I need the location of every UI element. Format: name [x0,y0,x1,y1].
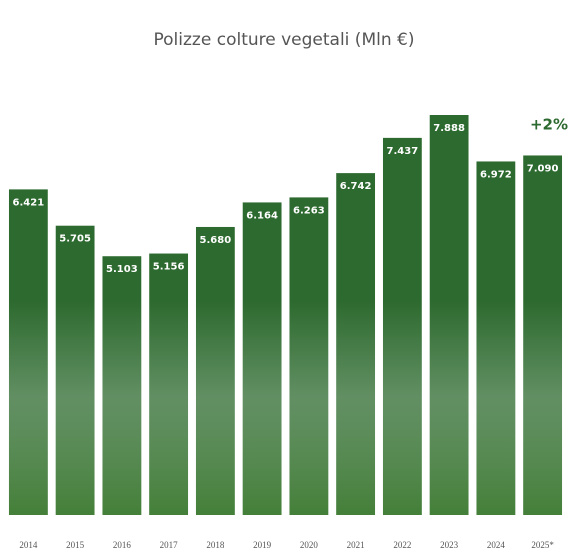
chart-title: Polizze colture vegetali (Mln €) [154,30,415,50]
bar [55,225,95,515]
bar [336,173,376,515]
x-tick-label: 2025* [531,540,554,550]
bar [149,253,189,515]
bar [195,226,235,516]
bar [382,137,422,515]
value-label: 5.156 [153,262,185,273]
value-label: 5.680 [200,235,232,246]
x-tick-label: 2014 [19,540,38,550]
x-tick-label: 2016 [113,540,132,550]
bar [476,161,516,515]
value-label: 6.164 [246,210,278,221]
value-label: 6.263 [293,205,325,216]
x-tick-label: 2017 [160,540,179,550]
value-label: 6.421 [13,197,45,208]
x-tick-label: 2020 [300,540,319,550]
x-tick-label: 2021 [347,540,365,550]
x-tick-label: 2015 [66,540,85,550]
bar [8,189,48,515]
bar [523,155,563,515]
value-label: 6.972 [480,169,512,180]
x-tick-label: 2018 [206,540,225,550]
value-label: 6.742 [340,181,372,192]
x-tick-label: 2019 [253,540,272,550]
x-tick-label: 2024 [487,540,506,550]
bar [102,256,142,515]
bar [242,202,282,515]
value-label: 7.437 [387,146,419,157]
annotation: +2% [530,116,568,134]
bar [289,197,329,515]
value-label: 7.090 [527,163,559,174]
value-label: 7.888 [433,123,465,134]
value-label: 5.705 [59,234,91,245]
value-label: 5.103 [106,264,138,275]
x-tick-label: 2023 [440,540,459,550]
x-tick-label: 2022 [393,540,411,550]
bar [429,115,469,515]
